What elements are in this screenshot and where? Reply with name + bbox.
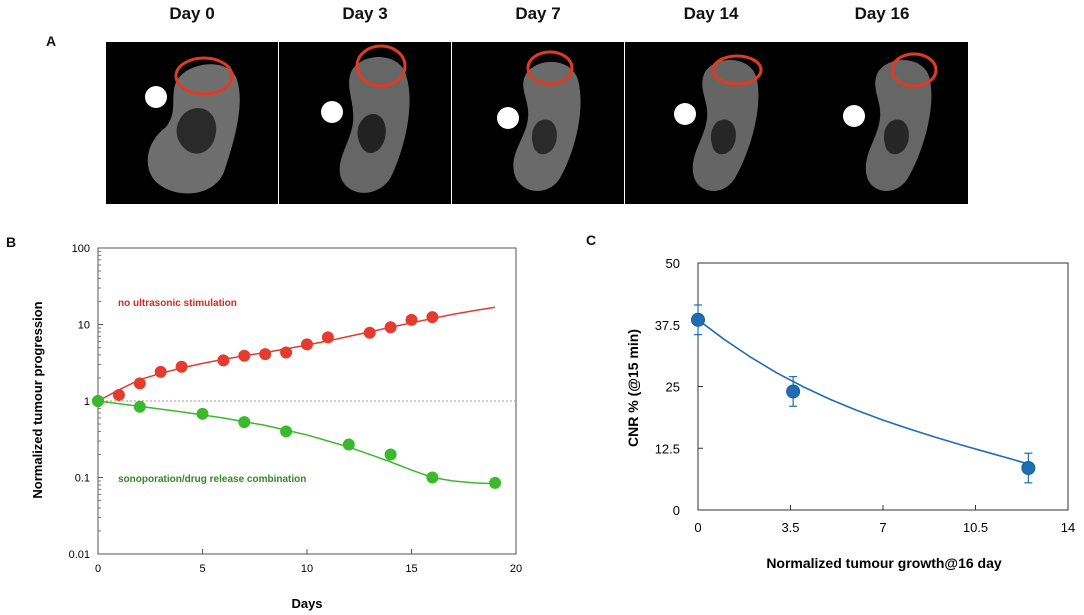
mri-image-day-14 [625,42,797,204]
b-y-tick-label: 10 [78,320,90,332]
b-x-tick-label: 0 [95,563,101,575]
c-y-tick-label: 12.5 [655,441,680,456]
day-label-14: Day 14 [683,4,739,23]
c-x-tick-label: 3.5 [781,520,799,535]
c-y-tick-label: 25 [666,380,680,395]
b-data-point-1 [238,416,251,429]
panel-b-chart: 0 5 10 15 20 0.01 0.1 1 10 100 Normalized tumour … [30,243,522,611]
c-data-point [691,312,705,327]
panel-c-chart: 0 3.5 7 10.5 14 0 12.5 25 37.5 50 CNR % (@15 min)… [625,256,1075,571]
c-y-tick-label: 37.5 [655,318,680,333]
c-fit-line [697,319,1029,465]
mri-image-day-16 [796,42,968,204]
b-data-point-0 [426,311,439,324]
b-data-point-0 [384,321,397,334]
b-y-tick-label: 0.1 [75,473,90,485]
b-data-point-0 [217,354,230,367]
c-x-axis-label: Normalized tumour growth@16 day [766,555,1002,571]
day-label-16: Day 16 [854,4,910,23]
b-y-tick-label: 0.01 [69,549,90,561]
b-data-point-0 [175,360,188,373]
b-data-point-1 [280,425,293,438]
day-label-0: Day 0 [169,4,215,23]
b-x-tick-label: 5 [199,563,205,575]
b-data-point-1 [92,395,104,407]
c-y-tick-label: 50 [666,256,680,271]
b-series-label-red: no ultrasonic stimulation [118,298,237,309]
b-series-label-green: sonoporation/drug release combination [118,474,306,485]
c-x-tick-label: 10.5 [963,520,988,535]
mri-image-day-0 [106,42,278,204]
b-data-point-1 [133,400,146,413]
c-x-tick-label: 7 [879,520,886,535]
b-data-point-0 [133,377,146,390]
b-data-point-1 [384,448,397,461]
c-x-tick-label: 14 [1061,520,1075,535]
b-data-point-0 [363,326,376,339]
day-label-3: Day 3 [342,4,388,23]
mri-image-day-3 [279,42,451,204]
b-data-point-1 [426,471,439,484]
b-y-tick-label: 1 [84,396,90,408]
b-data-point-1 [342,438,355,451]
b-fit-line-1 [97,400,496,485]
panel-b-letter: B [6,234,17,250]
c-x-tick-label: 0 [694,520,701,535]
b-data-point-0 [280,346,293,359]
mri-image-day-7 [452,42,624,204]
b-data-point-0 [301,338,313,351]
b-data-point-0 [112,388,125,401]
b-x-tick-label: 15 [405,563,417,575]
b-data-point-0 [259,348,272,361]
b-x-tick-label: 20 [510,563,522,575]
b-data-point-1 [489,476,502,489]
b-data-point-0 [238,349,251,362]
panel-a-letter: A [46,33,57,49]
b-y-axis-label: Normalized tumour progression [30,301,45,498]
b-x-tick-label: 10 [301,563,313,575]
b-x-axis-label: Days [291,596,322,611]
c-y-tick-label: 0 [673,503,680,518]
b-data-point-0 [321,331,334,344]
c-y-axis-label: CNR % (@15 min) [625,329,641,447]
c-plot-frame [697,262,1069,511]
c-data-point [1021,461,1036,476]
b-y-tick-label: 100 [72,243,90,255]
panel-c-letter: C [586,232,597,248]
day-label-7: Day 7 [515,4,561,23]
b-data-point-0 [154,365,167,378]
c-data-point [786,384,801,399]
b-data-point-1 [196,407,209,420]
b-data-point-0 [405,313,418,326]
